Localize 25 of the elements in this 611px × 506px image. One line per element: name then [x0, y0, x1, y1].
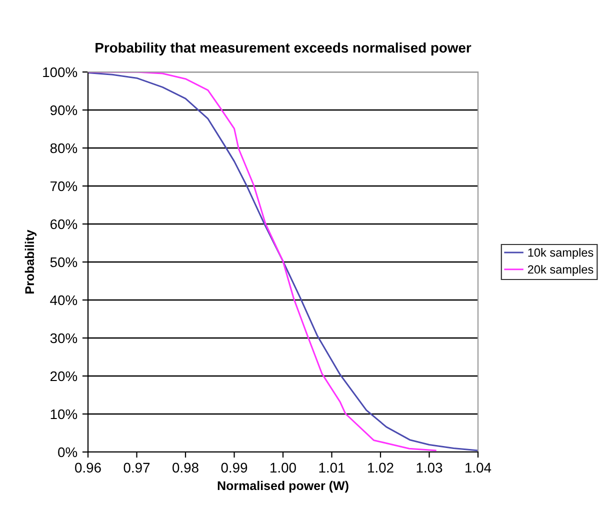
y-tick-label: 20%	[50, 371, 78, 382]
chart-title: Probability that measurement exceeds normalised power	[96, 42, 472, 56]
legend-label: 20k samples	[528, 264, 594, 276]
y-tick-label: 70%	[50, 181, 78, 192]
x-tick-label: 1.03	[416, 462, 442, 473]
y-tick-label: 100%	[43, 67, 78, 78]
x-tick-label: 0.99	[221, 462, 248, 473]
y-tick-label: 40%	[50, 295, 78, 306]
x-tick-label: 1.02	[368, 462, 394, 473]
x-axis-title: Normalised power (W)	[218, 480, 348, 493]
x-tick-label: 1.01	[319, 462, 345, 473]
legend-label: 10k samples	[528, 248, 594, 260]
y-tick-label: 30%	[50, 333, 78, 344]
y-tick-label: 50%	[50, 257, 78, 268]
y-tick-label: 10%	[50, 409, 78, 420]
x-tick-label: 0.97	[124, 462, 150, 473]
x-tick-label: 1.00	[270, 462, 296, 473]
x-tick-label: 1.04	[466, 462, 492, 473]
y-tick-label: 60%	[50, 219, 78, 230]
x-tick-label: 0.98	[172, 462, 198, 473]
y-tick-label: 80%	[50, 143, 78, 154]
y-tick-label: 0%	[58, 447, 78, 458]
x-tick-label: 0.96	[75, 462, 101, 473]
y-tick-label: 90%	[50, 105, 78, 116]
y-axis-title: Probability	[24, 230, 37, 294]
